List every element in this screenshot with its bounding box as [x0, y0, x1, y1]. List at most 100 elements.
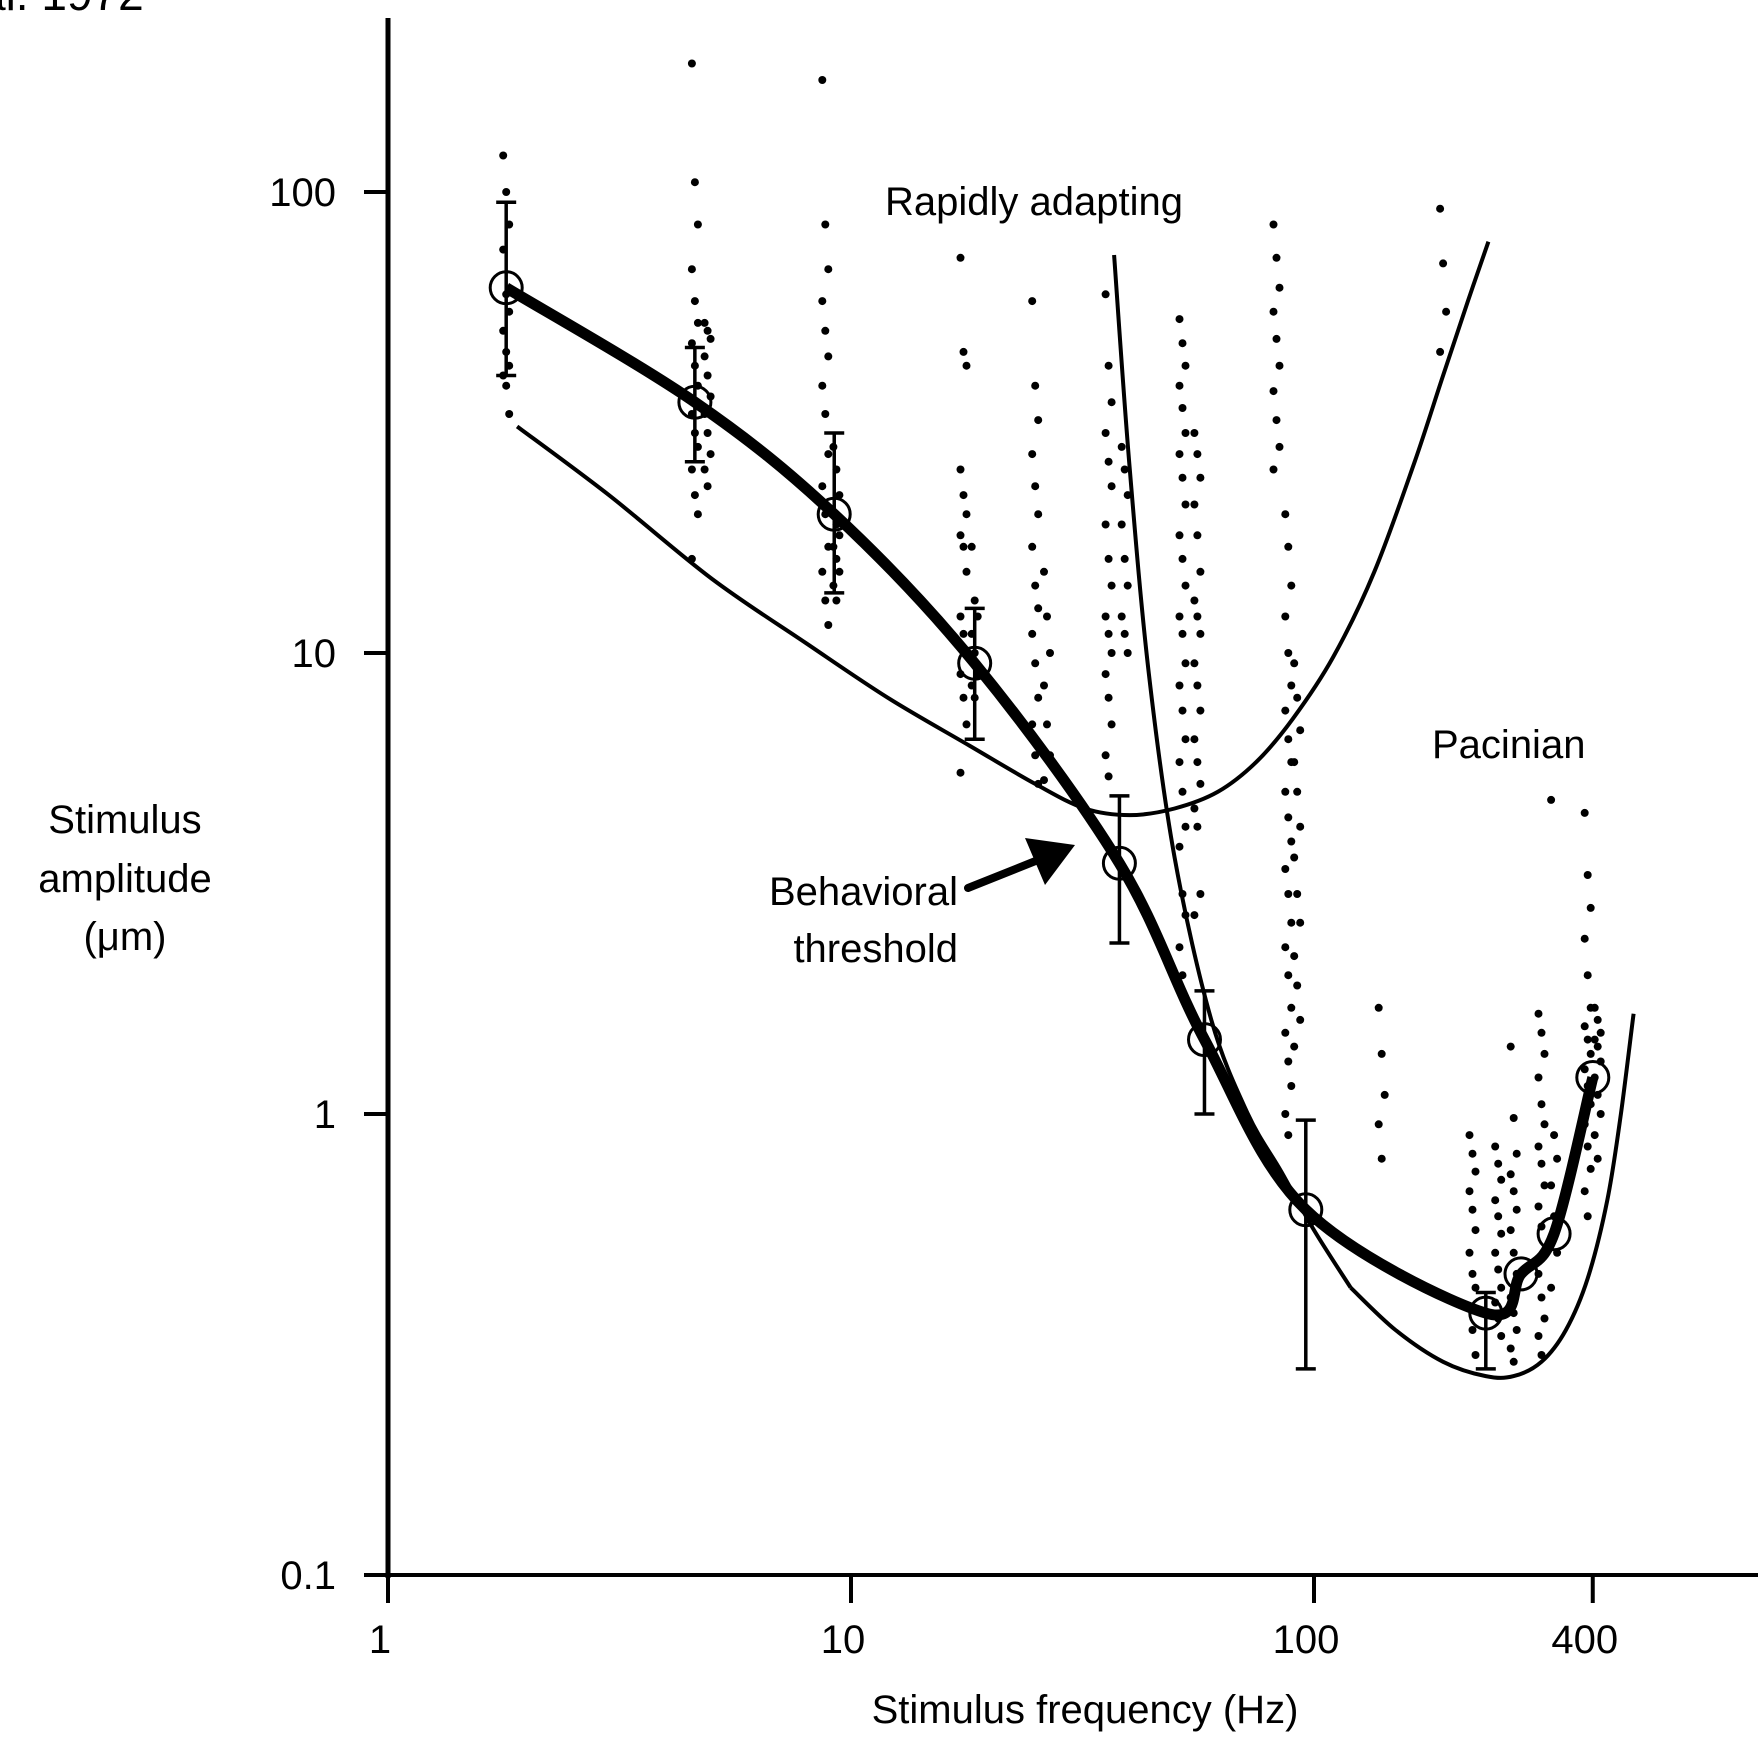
- unit-threshold-dot: [1293, 693, 1302, 702]
- unit-threshold-dot: [1275, 283, 1284, 292]
- unit-threshold-dot: [1580, 1065, 1589, 1074]
- unit-threshold-dot: [1034, 416, 1043, 425]
- unit-threshold-dot: [1512, 1149, 1521, 1158]
- x-tick-label: 100: [1273, 1618, 1340, 1662]
- unit-threshold-dot: [687, 465, 696, 474]
- behavioral-threshold-point: [1503, 1256, 1539, 1292]
- unit-threshold-dot: [818, 381, 827, 390]
- unit-threshold-dot: [962, 361, 971, 370]
- unit-threshold-dot: [1537, 1293, 1546, 1302]
- label-rapidly-adapting: Rapidly adapting: [885, 180, 1183, 224]
- unit-threshold-dot: [1583, 871, 1592, 879]
- unit-threshold-dot: [1275, 361, 1284, 370]
- unit-threshold-dot: [1101, 429, 1110, 437]
- unit-threshold-dot: [1281, 865, 1290, 873]
- unit-threshold-dot: [1590, 1003, 1599, 1012]
- unit-threshold-dot: [690, 178, 699, 187]
- unit-threshold-dot: [1281, 1028, 1290, 1037]
- unit-threshold-dot: [1175, 531, 1184, 540]
- unit-threshold-dot: [1512, 1326, 1521, 1334]
- unit-threshold-dot: [1181, 822, 1190, 831]
- unit-threshold-dot: [1290, 853, 1299, 862]
- unit-threshold-dot: [700, 318, 709, 327]
- unit-threshold-dot: [818, 297, 827, 306]
- unit-threshold-dot: [1540, 1181, 1549, 1190]
- unit-threshold-dot: [1190, 659, 1199, 668]
- unit-threshold-dot: [1175, 943, 1184, 952]
- unit-threshold-dot: [1196, 779, 1205, 788]
- unit-threshold-dot: [1281, 787, 1290, 796]
- unit-threshold-dot: [1465, 1131, 1474, 1140]
- unit-threshold-dot: [959, 542, 968, 551]
- label-pacinian: Pacinian: [1432, 723, 1585, 767]
- unit-threshold-dot: [1181, 361, 1190, 370]
- unit-threshold-dot: [1590, 1035, 1599, 1044]
- unit-threshold-dot: [1281, 510, 1290, 519]
- unit-threshold-dot: [706, 334, 715, 343]
- label-behavioral-threshold-line-2: threshold: [793, 927, 958, 971]
- unit-threshold-dot: [1537, 1100, 1546, 1109]
- unit-threshold-dot: [703, 326, 712, 335]
- unit-threshold-dot: [703, 371, 712, 380]
- unit-threshold-dot: [1287, 1003, 1296, 1012]
- unit-threshold-dot: [1497, 1229, 1506, 1238]
- unit-threshold-dot: [824, 352, 833, 361]
- x-axis-title: Stimulus frequency (Hz): [872, 1688, 1299, 1732]
- unit-threshold-dot: [1534, 1073, 1543, 1082]
- behavioral-threshold-point: [677, 384, 713, 420]
- unit-threshold-dot: [693, 318, 702, 327]
- unit-threshold-dot: [1290, 952, 1299, 961]
- unit-threshold-dot: [1104, 772, 1113, 781]
- unit-threshold-dot: [1593, 1015, 1602, 1024]
- unit-threshold-dot: [1272, 253, 1281, 262]
- unit-threshold-dot: [1296, 1015, 1305, 1024]
- unit-threshold-dot: [1436, 347, 1445, 356]
- unit-threshold-dot: [821, 326, 830, 335]
- unit-threshold-dot: [1193, 758, 1202, 767]
- unit-threshold-dot: [1287, 837, 1296, 846]
- unit-threshold-dot: [818, 482, 827, 491]
- unit-threshold-dot: [959, 629, 968, 638]
- unit-threshold-dot: [1471, 1283, 1480, 1292]
- unit-threshold-dot: [962, 510, 971, 519]
- behavioral-threshold-point: [957, 645, 993, 681]
- unit-threshold-dot: [687, 339, 696, 348]
- unit-threshold-dot: [1028, 297, 1037, 306]
- unit-threshold-dot: [1506, 1170, 1515, 1179]
- unit-threshold-dot: [1281, 706, 1290, 715]
- unit-threshold-dot: [1196, 890, 1205, 898]
- unit-threshold-dot: [1596, 1110, 1605, 1118]
- unit-threshold-dot: [1287, 581, 1296, 590]
- unit-threshold-dot: [1107, 482, 1116, 491]
- unit-threshold-dot: [1506, 1226, 1515, 1235]
- unit-threshold-dot: [821, 410, 830, 418]
- unit-threshold-dot: [1580, 1022, 1589, 1031]
- arrow-head: [1025, 838, 1075, 885]
- unit-threshold-dot: [1178, 339, 1187, 348]
- y-tick-label: 10: [292, 632, 337, 676]
- rapidly-adapting-high-freq-branch-line: [1112, 254, 1353, 1289]
- unit-threshold-dot: [1509, 1114, 1518, 1122]
- unit-threshold-dot: [1509, 1357, 1518, 1366]
- unit-threshold-dot: [502, 381, 511, 390]
- unit-threshold-dot: [687, 59, 696, 68]
- unit-threshold-dot: [959, 693, 968, 702]
- unit-threshold-dot: [1494, 1265, 1503, 1274]
- unit-threshold-dot: [1043, 720, 1051, 729]
- unit-threshold-dot: [502, 188, 511, 196]
- unit-threshold-dot: [956, 465, 965, 474]
- unit-threshold-dot: [693, 510, 702, 519]
- unit-threshold-dot: [1553, 1154, 1562, 1163]
- unit-threshold-dot: [1287, 918, 1296, 927]
- unit-threshold-dot: [1296, 822, 1305, 831]
- unit-threshold-dot: [1284, 890, 1293, 898]
- unit-threshold-dot: [1550, 1131, 1559, 1140]
- unit-threshold-dot: [1284, 813, 1293, 822]
- unit-threshold-dot: [1175, 681, 1184, 690]
- unit-threshold-dot: [1028, 542, 1037, 551]
- unit-threshold-dot: [1190, 911, 1199, 920]
- unit-threshold-dot: [1509, 1248, 1518, 1257]
- unit-threshold-dot: [1269, 220, 1278, 229]
- unit-threshold-dot: [1534, 1332, 1543, 1340]
- unit-threshold-dot: [1034, 693, 1043, 702]
